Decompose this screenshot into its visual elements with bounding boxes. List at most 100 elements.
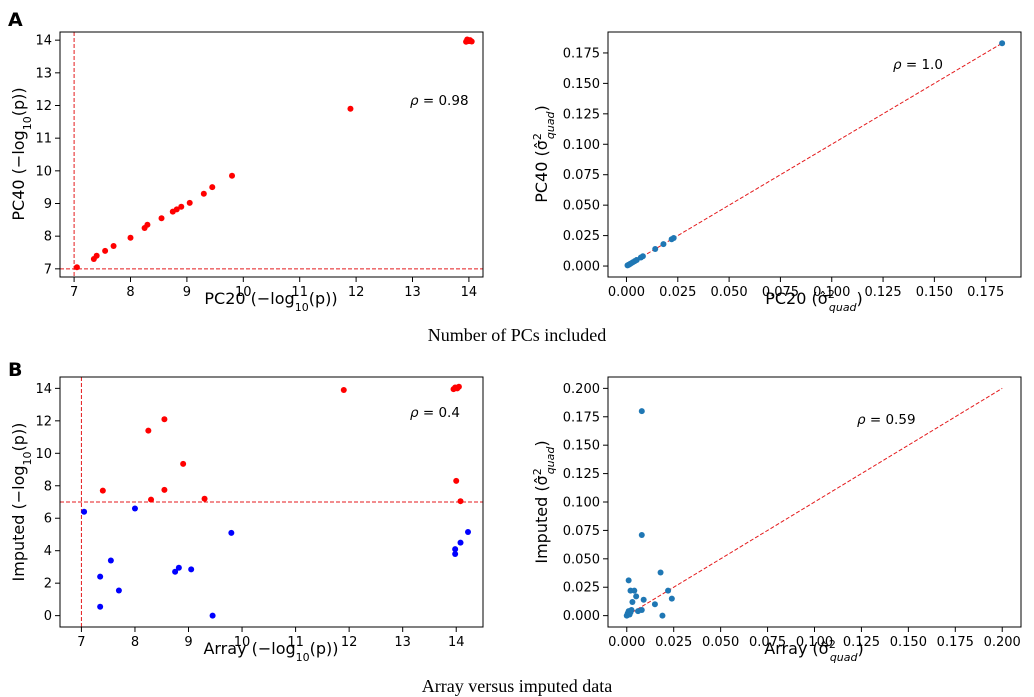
y-tick-label: 8 (44, 230, 52, 245)
data-point (116, 587, 122, 593)
data-point (81, 509, 87, 515)
x-tick-label: 0.150 (916, 285, 953, 300)
data-point (187, 200, 193, 206)
x-tick-label: 13 (404, 285, 421, 300)
y-tick-label: 0.175 (563, 46, 600, 61)
y-axis-label: PC40 (−log10(p)) (9, 87, 34, 220)
y-tick-label: 0.050 (563, 199, 600, 214)
x-tick-label: 12 (341, 635, 358, 650)
data-point (180, 461, 186, 467)
data-point (108, 557, 114, 563)
data-point (132, 505, 138, 511)
data-point (629, 599, 635, 605)
x-tick-label: 7 (70, 285, 78, 300)
data-point (640, 253, 646, 259)
data-point (94, 253, 100, 259)
data-point (669, 596, 675, 602)
correlation-annotation: ρ = 0.4 (410, 405, 460, 421)
data-point (201, 191, 207, 197)
data-point (665, 588, 671, 594)
data-point (161, 416, 167, 422)
data-point (228, 530, 234, 536)
x-tick-label: 9 (183, 285, 191, 300)
data-point (159, 215, 165, 221)
y-tick-label: 2 (44, 577, 52, 592)
y-tick-label: 0.025 (563, 581, 600, 596)
data-point (652, 601, 658, 607)
x-tick-label: 0.050 (702, 635, 739, 650)
axes-frame (60, 32, 483, 277)
y-axis-label: Imputed (σ̂2quad) (531, 440, 557, 563)
y-tick-label: 0.175 (563, 410, 600, 425)
data-point (144, 222, 150, 228)
y-tick-label: 4 (44, 544, 52, 559)
data-point (188, 566, 194, 572)
data-point (347, 106, 353, 112)
data-point (176, 565, 182, 571)
x-tick-label: 0.025 (659, 285, 696, 300)
x-tick-label: 0.175 (967, 285, 1004, 300)
data-point (341, 387, 347, 393)
y-tick-label: 7 (44, 262, 52, 277)
y-tick-label: 0.200 (563, 382, 600, 397)
x-tick-label: 7 (77, 635, 85, 650)
data-point (111, 243, 117, 249)
y-tick-label: 0.150 (563, 77, 600, 92)
data-point (74, 264, 80, 270)
y-tick-label: 11 (35, 132, 52, 147)
panel-letter-b: B (8, 359, 22, 381)
data-point (210, 613, 216, 619)
x-tick-label: 0.175 (937, 635, 974, 650)
x-tick-label: 0.050 (710, 285, 747, 300)
data-point (628, 607, 634, 613)
data-point (100, 488, 106, 494)
y-tick-label: 10 (35, 164, 52, 179)
data-point (671, 235, 677, 241)
data-point (161, 487, 167, 493)
data-point (97, 604, 103, 610)
correlation-annotation: ρ = 0.98 (410, 93, 469, 109)
y-tick-label: 6 (44, 512, 52, 527)
data-point (128, 235, 134, 241)
data-point (209, 184, 215, 190)
data-point (631, 588, 637, 594)
plot-area (625, 40, 1006, 268)
data-point (202, 496, 208, 502)
data-point (145, 428, 151, 434)
plot-pc20-vs-pc40-sigma: 0.000 0.025 0.050 0.075 0.100 0.125 0.150 0.175… (531, 32, 1022, 314)
y-tick-label: 13 (35, 66, 52, 81)
y-tick-label: 14 (35, 34, 52, 49)
identity-line (627, 388, 1002, 615)
y-tick-label: 0.075 (563, 168, 600, 183)
y-tick-label: 0.100 (563, 138, 600, 153)
y-axis-label: Imputed (−log10(p)) (9, 423, 34, 582)
y-tick-label: 0.100 (563, 496, 600, 511)
data-point (639, 607, 645, 613)
data-point (465, 529, 471, 535)
data-point (102, 248, 108, 254)
plot-pc20-vs-pc40-pvalues: 7 8 9 10 11 12 13 14 7 8 9 10 11 12 13 14 ρ = 0.98 PC20 (… (9, 32, 483, 314)
x-tick-label: 14 (448, 635, 465, 650)
correlation-annotation: ρ = 1.0 (893, 57, 943, 73)
y-tick-label: 10 (35, 447, 52, 462)
data-point (658, 569, 664, 575)
y-tick-label: 12 (35, 414, 52, 429)
x-tick-label: 0.150 (890, 635, 927, 650)
data-point (633, 593, 639, 599)
identity-line (626, 43, 1002, 266)
x-axis-label: Array (−log10(p)) (203, 639, 338, 664)
caption-a: Number of PCs included (428, 325, 606, 345)
data-point (626, 577, 632, 583)
x-tick-label: 0.000 (608, 285, 645, 300)
data-point (641, 597, 647, 603)
data-point (148, 497, 154, 503)
x-tick-label: 14 (461, 285, 478, 300)
data-point (178, 204, 184, 210)
y-tick-label: 9 (44, 197, 52, 212)
data-point (652, 246, 658, 252)
x-tick-label: 12 (348, 285, 365, 300)
x-tick-label: 0.125 (864, 285, 901, 300)
y-tick-label: 0.125 (563, 107, 600, 122)
plot-array-vs-imputed-pvalues: 7 8 9 10 11 12 13 14 0 2 4 6 8 10 12 14 ρ = 0.4 Array (−l… (9, 377, 483, 664)
